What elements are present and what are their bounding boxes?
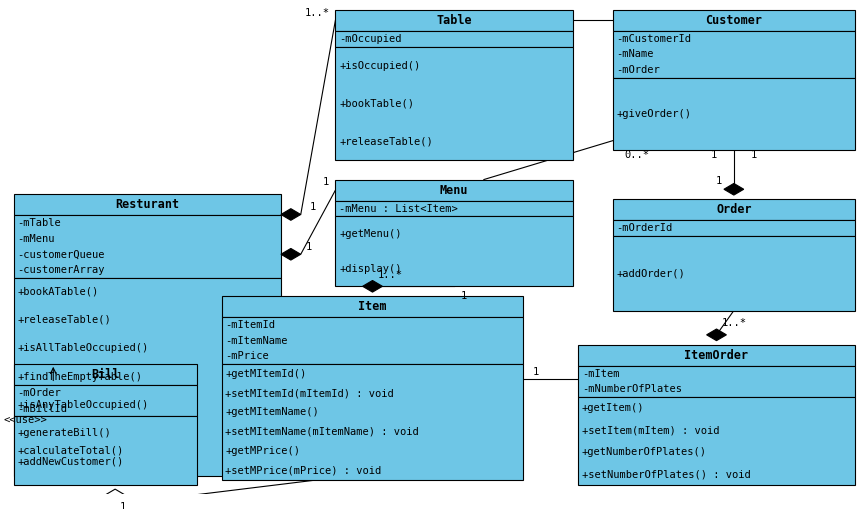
Text: 1..*: 1..* bbox=[378, 270, 403, 279]
Text: +generateBill(): +generateBill() bbox=[17, 428, 112, 438]
Text: +addNewCustomer(): +addNewCustomer() bbox=[17, 457, 124, 466]
Text: +releaseTable(): +releaseTable() bbox=[339, 136, 433, 146]
Text: +isAllTableOccupied(): +isAllTableOccupied() bbox=[17, 343, 149, 353]
Bar bbox=[578, 366, 855, 397]
Text: Order: Order bbox=[716, 203, 752, 216]
Text: Table: Table bbox=[436, 14, 472, 27]
Text: +getNumberOfPlates(): +getNumberOfPlates() bbox=[582, 447, 707, 457]
Text: +addOrder(): +addOrder() bbox=[617, 268, 685, 278]
Polygon shape bbox=[363, 280, 383, 292]
Text: 1: 1 bbox=[716, 177, 722, 186]
Text: -mMenu : List<Item>: -mMenu : List<Item> bbox=[339, 204, 458, 214]
Text: -mMenu: -mMenu bbox=[17, 234, 55, 244]
Text: 1: 1 bbox=[751, 150, 757, 160]
Text: +setItem(mItem) : void: +setItem(mItem) : void bbox=[582, 425, 720, 435]
Text: +getItem(): +getItem() bbox=[582, 403, 644, 413]
Text: Item: Item bbox=[359, 300, 387, 313]
Text: +setMItemId(mItemId) : void: +setMItemId(mItemId) : void bbox=[225, 388, 394, 398]
Text: -mOrder: -mOrder bbox=[617, 65, 660, 75]
Bar bbox=[14, 385, 197, 416]
Bar bbox=[578, 397, 855, 485]
Bar bbox=[335, 216, 573, 286]
Text: -customerArray: -customerArray bbox=[17, 265, 105, 275]
Text: +isAnyTableOccupied(): +isAnyTableOccupied() bbox=[17, 400, 149, 410]
Text: +getMItemName(): +getMItemName() bbox=[225, 408, 320, 417]
Bar bbox=[222, 296, 523, 317]
Polygon shape bbox=[281, 209, 301, 220]
Text: -mItem: -mItem bbox=[582, 369, 619, 379]
Text: 1..*: 1..* bbox=[305, 8, 330, 18]
Text: +calculateTotal(): +calculateTotal() bbox=[17, 446, 124, 456]
Text: 1: 1 bbox=[711, 150, 717, 160]
Bar bbox=[612, 31, 855, 78]
Text: Bill: Bill bbox=[91, 368, 120, 381]
Text: Resturant: Resturant bbox=[115, 199, 179, 211]
Bar bbox=[335, 10, 573, 31]
Bar bbox=[612, 78, 855, 151]
Text: +display(): +display() bbox=[339, 264, 402, 274]
Text: 1..*: 1..* bbox=[722, 318, 746, 328]
Text: +getMPrice(): +getMPrice() bbox=[225, 446, 301, 456]
Bar bbox=[14, 416, 197, 485]
Text: -mTable: -mTable bbox=[17, 218, 61, 228]
Bar bbox=[14, 215, 281, 277]
Text: 1: 1 bbox=[322, 178, 328, 187]
Text: -mNumberOfPlates: -mNumberOfPlates bbox=[582, 384, 682, 394]
Text: +releaseTable(): +releaseTable() bbox=[17, 315, 112, 325]
Text: Menu: Menu bbox=[440, 184, 469, 196]
Polygon shape bbox=[281, 248, 301, 260]
Bar bbox=[578, 345, 855, 366]
Bar bbox=[335, 47, 573, 160]
Bar bbox=[612, 10, 855, 31]
Polygon shape bbox=[707, 329, 727, 341]
Text: -mItemId: -mItemId bbox=[225, 320, 275, 330]
Text: 1: 1 bbox=[309, 202, 316, 212]
Bar bbox=[14, 277, 281, 475]
Text: -mPrice: -mPrice bbox=[225, 351, 269, 361]
Bar bbox=[612, 236, 855, 310]
Bar bbox=[335, 201, 573, 216]
Text: <<use>>: <<use>> bbox=[3, 415, 48, 425]
Text: +findTheEmptyTable(): +findTheEmptyTable() bbox=[17, 372, 143, 382]
Bar bbox=[612, 220, 855, 236]
Text: 1: 1 bbox=[533, 366, 539, 377]
Text: +giveOrder(): +giveOrder() bbox=[617, 109, 692, 119]
Polygon shape bbox=[724, 183, 744, 195]
Text: +bookATable(): +bookATable() bbox=[17, 287, 99, 297]
Text: -mOrder: -mOrder bbox=[17, 388, 61, 398]
Bar bbox=[222, 364, 523, 480]
Text: -mCustomerId: -mCustomerId bbox=[617, 34, 692, 44]
Text: +bookTable(): +bookTable() bbox=[339, 98, 414, 108]
Text: 0..*: 0..* bbox=[625, 150, 650, 160]
Text: +getMenu(): +getMenu() bbox=[339, 229, 402, 239]
Text: ItemOrder: ItemOrder bbox=[684, 349, 748, 362]
Text: -mBillId: -mBillId bbox=[17, 404, 68, 414]
Text: +getMItemId(): +getMItemId() bbox=[225, 369, 307, 379]
Text: 1: 1 bbox=[461, 291, 467, 301]
Text: -customerQueue: -customerQueue bbox=[17, 249, 105, 259]
Bar bbox=[14, 194, 281, 215]
Text: 1: 1 bbox=[306, 241, 312, 251]
Text: -mOccupied: -mOccupied bbox=[339, 34, 402, 44]
Bar bbox=[335, 180, 573, 201]
Text: +isOccupied(): +isOccupied() bbox=[339, 61, 421, 71]
Bar bbox=[612, 199, 855, 220]
Text: +setNumberOfPlates() : void: +setNumberOfPlates() : void bbox=[582, 469, 751, 479]
Text: +setMItemName(mItemName) : void: +setMItemName(mItemName) : void bbox=[225, 427, 419, 437]
Text: -mItemName: -mItemName bbox=[225, 335, 288, 346]
Text: +setMPrice(mPrice) : void: +setMPrice(mPrice) : void bbox=[225, 466, 382, 476]
Text: -mName: -mName bbox=[617, 49, 654, 60]
Bar bbox=[335, 31, 573, 47]
Text: 1: 1 bbox=[120, 501, 126, 509]
Polygon shape bbox=[106, 489, 125, 501]
Bar bbox=[222, 317, 523, 364]
Bar bbox=[14, 364, 197, 385]
Text: Customer: Customer bbox=[705, 14, 762, 27]
Text: -mOrderId: -mOrderId bbox=[617, 223, 673, 233]
